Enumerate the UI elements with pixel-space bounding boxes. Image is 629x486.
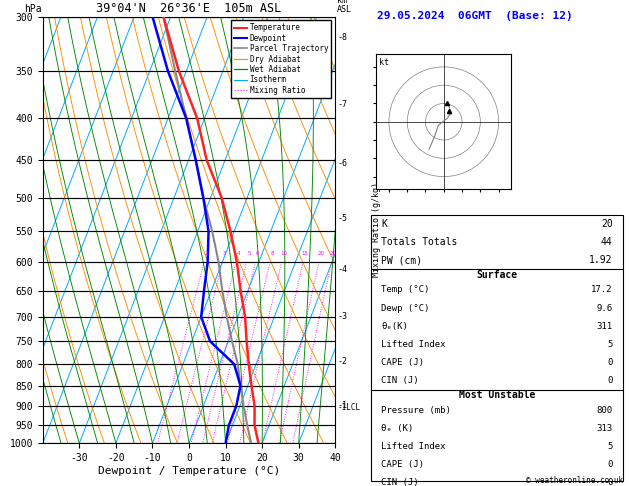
Text: 5: 5 [607,340,613,349]
Text: 800: 800 [596,406,613,415]
Text: 10: 10 [280,251,287,256]
Text: kt: kt [379,58,389,67]
Text: 15: 15 [302,251,309,256]
Text: CIN (J): CIN (J) [381,478,419,486]
Text: -8: -8 [338,33,348,42]
Text: CIN (J): CIN (J) [381,376,419,385]
Text: 311: 311 [596,322,613,330]
Text: θₑ(K): θₑ(K) [381,322,408,330]
Text: 20: 20 [318,251,325,256]
Text: -5: -5 [338,214,348,223]
Text: 3: 3 [223,251,226,256]
Text: 9.6: 9.6 [596,304,613,312]
Text: Pressure (mb): Pressure (mb) [381,406,451,415]
Text: 313: 313 [596,424,613,433]
Text: Mixing Ratio (g/kg): Mixing Ratio (g/kg) [372,182,381,278]
Text: 44: 44 [601,237,613,247]
X-axis label: Dewpoint / Temperature (°C): Dewpoint / Temperature (°C) [98,466,280,476]
Text: Lifted Index: Lifted Index [381,340,446,349]
Text: 25: 25 [330,251,337,256]
Text: 0: 0 [607,478,613,486]
Text: 6: 6 [256,251,260,256]
Text: km
ASL: km ASL [337,0,352,15]
Text: © weatheronline.co.uk: © weatheronline.co.uk [526,475,623,485]
Text: 1.92: 1.92 [589,255,613,265]
Text: -1: -1 [338,400,348,410]
Text: 0: 0 [607,358,613,367]
Text: 2: 2 [204,251,208,256]
Text: -2: -2 [338,357,348,366]
Text: 8: 8 [270,251,274,256]
Text: Totals Totals: Totals Totals [381,237,457,247]
Text: -3: -3 [338,312,348,321]
Text: 0: 0 [607,376,613,385]
Text: -1LCL: -1LCL [338,403,361,412]
Legend: Temperature, Dewpoint, Parcel Trajectory, Dry Adiabat, Wet Adiabat, Isotherm, Mi: Temperature, Dewpoint, Parcel Trajectory… [231,20,331,98]
Text: 29.05.2024  06GMT  (Base: 12): 29.05.2024 06GMT (Base: 12) [377,11,573,21]
Text: -7: -7 [338,100,348,108]
Text: θₑ (K): θₑ (K) [381,424,413,433]
Text: Dewp (°C): Dewp (°C) [381,304,430,312]
Text: hPa: hPa [24,4,42,15]
Text: 0: 0 [607,460,613,469]
Text: CAPE (J): CAPE (J) [381,358,424,367]
Text: K: K [381,219,387,229]
Text: 17.2: 17.2 [591,285,613,295]
Text: Surface: Surface [476,270,518,280]
Text: Most Unstable: Most Unstable [459,390,535,400]
Text: -6: -6 [338,159,348,168]
Text: -4: -4 [338,265,348,274]
Text: 4: 4 [237,251,240,256]
Text: Temp (°C): Temp (°C) [381,285,430,295]
Text: 20: 20 [601,219,613,229]
Text: 5: 5 [247,251,250,256]
Text: PW (cm): PW (cm) [381,255,422,265]
Text: CAPE (J): CAPE (J) [381,460,424,469]
Text: Lifted Index: Lifted Index [381,442,446,451]
Title: 39°04'N  26°36'E  105m ASL: 39°04'N 26°36'E 105m ASL [96,2,282,16]
Text: 5: 5 [607,442,613,451]
